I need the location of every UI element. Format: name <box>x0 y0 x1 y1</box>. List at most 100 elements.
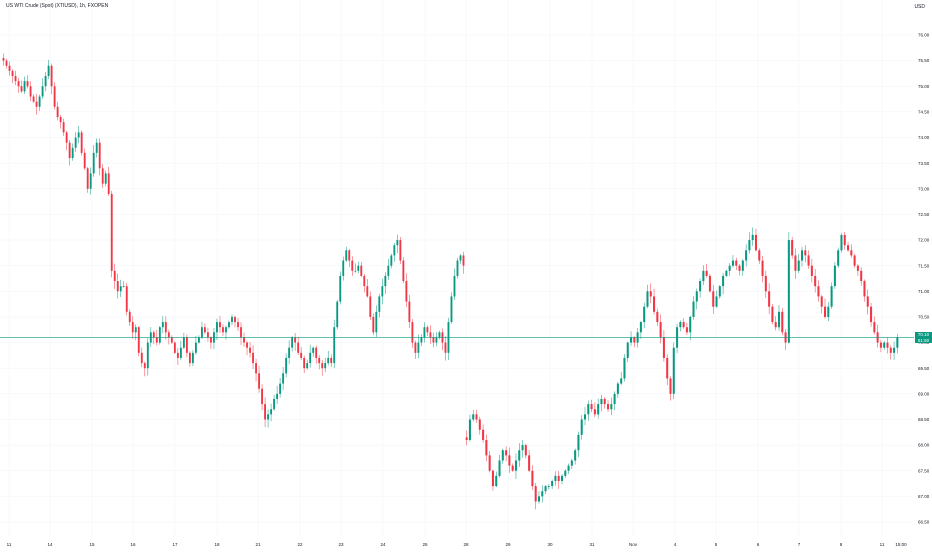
candle-body <box>735 260 738 266</box>
candle-body <box>56 106 59 118</box>
currency-label: USD <box>914 4 925 10</box>
candle-body <box>194 342 197 353</box>
candle-body <box>170 337 173 343</box>
candle-body <box>237 322 239 328</box>
candle-body <box>771 306 774 323</box>
candle-body <box>508 455 511 466</box>
candle-body <box>155 337 158 343</box>
candle-body <box>725 270 728 276</box>
candle-body <box>465 437 468 440</box>
candle-body <box>708 275 711 292</box>
candle-body <box>348 250 351 261</box>
x-tick-label: 18 <box>214 542 220 547</box>
candle-body <box>285 357 288 374</box>
candle-body <box>718 286 721 297</box>
candle-body <box>47 65 50 77</box>
candle-body <box>738 265 741 271</box>
candle-body <box>137 327 140 353</box>
last-price-value: 70.10 <box>917 332 930 338</box>
candle-body <box>140 352 143 364</box>
candle-body <box>291 337 294 348</box>
candle-body <box>567 465 570 471</box>
x-tick-label: 23 <box>338 542 344 547</box>
candle-body <box>444 342 447 353</box>
candle-body <box>29 86 32 97</box>
candle-body <box>468 419 471 440</box>
candle-body <box>761 260 764 276</box>
candle-body <box>417 342 420 353</box>
candle-body <box>814 275 817 287</box>
x-tick-label: 28 <box>463 542 469 547</box>
candle-body <box>116 281 119 292</box>
candle-body <box>810 265 813 276</box>
y-tick-label: 73.00 <box>918 186 930 191</box>
candle-body <box>728 265 731 271</box>
x-tick-label: 14 <box>47 542 53 547</box>
candle-body <box>662 337 665 358</box>
candle-body <box>375 311 378 333</box>
candle-body <box>850 250 853 256</box>
y-tick-label: 71.00 <box>918 289 930 294</box>
candle-body <box>741 260 744 271</box>
candle-body <box>666 357 669 379</box>
y-tick-label: 67.00 <box>918 494 930 499</box>
candle-body <box>288 347 291 358</box>
candle-body <box>74 137 77 148</box>
candle-body <box>791 240 794 256</box>
candle-body <box>152 332 155 338</box>
candle-body <box>59 117 62 123</box>
candle-body <box>653 296 656 312</box>
candle-body <box>366 286 369 297</box>
candle-body <box>488 455 491 471</box>
candle-body <box>804 250 807 256</box>
candle-body <box>820 296 823 307</box>
candle-body <box>837 250 840 266</box>
candle-body <box>827 306 830 317</box>
candle-body <box>146 342 149 369</box>
candle-body <box>234 316 236 323</box>
candle-body <box>689 316 692 333</box>
candle-body <box>682 322 685 328</box>
candle-body <box>518 450 521 461</box>
candle-body <box>475 414 478 420</box>
candle-body <box>321 363 324 369</box>
candle-body <box>613 393 616 405</box>
candle-body <box>402 260 405 282</box>
candle-body <box>396 240 399 246</box>
candle-body <box>125 286 128 312</box>
candle-body <box>164 322 167 333</box>
candle-body <box>86 168 89 189</box>
candle-body <box>104 173 107 184</box>
candle-body <box>300 352 303 358</box>
candle-body <box>306 363 309 369</box>
x-tick-label: 29 <box>505 542 511 547</box>
candle-body <box>414 342 417 353</box>
candle-body <box>607 404 610 410</box>
x-tick-label: 25 <box>422 542 428 547</box>
candle-body <box>363 275 366 287</box>
candle-body <box>41 86 44 97</box>
candle-body <box>830 286 833 307</box>
candle-body <box>185 337 188 353</box>
y-tick-label: 76.00 <box>918 33 930 38</box>
candle-body <box>426 327 429 333</box>
candle-body <box>768 291 771 307</box>
candle-body <box>610 404 613 410</box>
x-tick-label: 31 <box>589 542 595 547</box>
x-tick-label: Nov <box>629 542 638 547</box>
candle-body <box>294 337 297 343</box>
y-tick-label: 75.50 <box>918 58 930 63</box>
candle-body <box>35 101 38 107</box>
candle-body <box>643 306 646 323</box>
candle-body <box>252 352 254 364</box>
candle-body <box>853 255 856 266</box>
candle-body <box>505 450 508 456</box>
candle-body <box>411 322 414 343</box>
candle-body <box>541 491 544 497</box>
candle-body <box>679 322 682 328</box>
candle-body <box>498 460 501 476</box>
candle-body <box>491 470 494 487</box>
candle-body <box>219 322 221 328</box>
